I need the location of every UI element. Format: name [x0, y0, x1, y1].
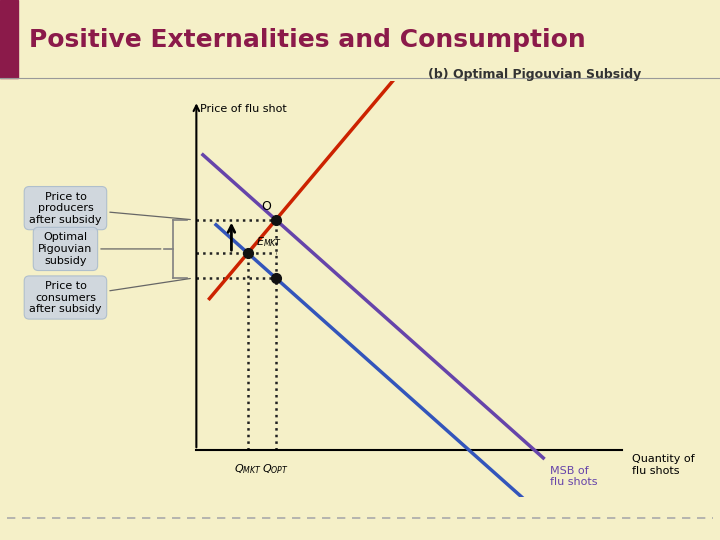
Text: O: O: [261, 200, 271, 213]
Text: Positive Externalities and Consumption: Positive Externalities and Consumption: [29, 29, 585, 52]
Text: Optimal
Pigouvian
subsidy: Optimal Pigouvian subsidy: [38, 232, 161, 266]
Text: (b) Optimal Pigouvian Subsidy: (b) Optimal Pigouvian Subsidy: [428, 68, 642, 81]
Text: Price to
producers
after subsidy: Price to producers after subsidy: [30, 192, 190, 225]
Text: $Q_{OPT}$: $Q_{OPT}$: [262, 462, 289, 476]
Text: Quantity of
flu shots: Quantity of flu shots: [631, 454, 694, 476]
Text: Price to
consumers
after subsidy: Price to consumers after subsidy: [30, 279, 190, 314]
Text: $E_{MKT}$: $E_{MKT}$: [256, 235, 282, 249]
Text: Price of flu shot: Price of flu shot: [199, 104, 287, 114]
Text: MSB of
flu shots: MSB of flu shots: [550, 465, 598, 487]
Text: $Q_{MKT}$: $Q_{MKT}$: [234, 462, 261, 476]
